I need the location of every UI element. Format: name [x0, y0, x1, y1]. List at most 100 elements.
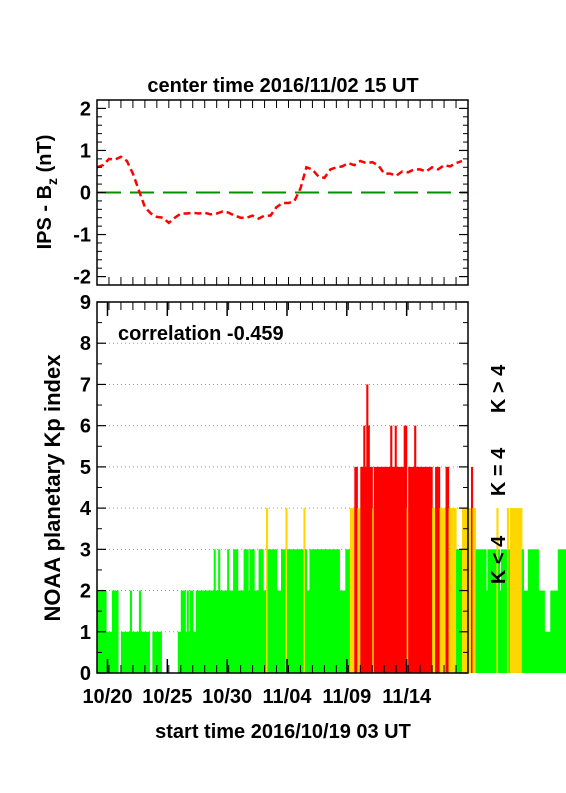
bottom-x-tick-label: 11/09 [322, 686, 371, 708]
kp-bar [330, 549, 333, 673]
kp-bar [315, 549, 318, 673]
kp-bar [539, 590, 542, 673]
kp-bar [542, 590, 545, 673]
kp-bar [563, 549, 566, 673]
kp-bar [186, 590, 189, 673]
kp-bar [224, 590, 227, 673]
kp-bar [358, 508, 361, 673]
kp-bar [318, 549, 321, 673]
kp-bar [411, 466, 414, 673]
kp-bar [493, 549, 496, 673]
kp-bar [544, 631, 547, 673]
bottom-x-axis-label: start time 2016/10/19 03 UT [155, 721, 411, 743]
kp-bar [288, 549, 291, 673]
kp-bar [279, 590, 282, 673]
kp-bar [307, 590, 311, 673]
kp-bar [381, 466, 384, 673]
legend-high: K > 4 [488, 364, 510, 413]
kp-bar [488, 549, 492, 673]
bottom-y-tick-label: 1 [80, 622, 91, 644]
kp-bar [113, 590, 116, 673]
kp-bar [451, 508, 454, 673]
kp-bar [237, 590, 240, 673]
kp-bar [502, 549, 505, 673]
bottom-y-tick-label: 8 [80, 333, 91, 355]
kp-bar [532, 549, 535, 673]
kp-bar [560, 549, 563, 673]
kp-bar [207, 590, 210, 673]
kp-bar [447, 466, 450, 673]
bottom-y-tick-label: 9 [80, 292, 91, 314]
kp-bar [200, 590, 203, 673]
kp-bar [393, 466, 396, 673]
kp-bar [116, 590, 119, 673]
kp-bar [337, 549, 340, 673]
kp-bar [348, 549, 351, 673]
kp-bar [210, 590, 213, 673]
kp-bar [450, 508, 453, 673]
kp-bar [475, 549, 478, 673]
kp-bar [159, 631, 162, 673]
kp-bar [343, 590, 346, 673]
top-y-tick-label: -2 [73, 267, 91, 289]
kp-bar [352, 508, 355, 673]
kp-bar [426, 466, 429, 673]
kp-bar [427, 466, 430, 673]
kp-bar [192, 631, 195, 673]
kp-bar [541, 590, 544, 673]
kp-bar [345, 549, 348, 673]
kp-bar [538, 590, 541, 673]
kp-bar [417, 466, 420, 673]
kp-bar [556, 590, 559, 673]
kp-bar [324, 549, 327, 673]
bottom-x-tick-label: 11/04 [263, 686, 313, 708]
kp-bar [403, 425, 406, 673]
kp-bar [456, 549, 459, 673]
kp-bar [367, 425, 370, 673]
kp-bar [472, 508, 475, 673]
kp-bar [479, 549, 483, 673]
kp-bar [357, 508, 360, 673]
kp-bar [144, 631, 147, 673]
kp-bar [203, 590, 206, 673]
kp-bar [313, 549, 317, 673]
legend-mid: K = 4 [488, 447, 510, 496]
kp-bar [108, 631, 112, 673]
kp-bar [278, 590, 281, 673]
kp-bar [294, 549, 297, 673]
kp-bar [400, 466, 403, 673]
kp-bar [146, 631, 149, 673]
kp-bar [188, 631, 191, 673]
kp-bar [391, 466, 394, 673]
kp-bar [120, 631, 124, 673]
bottom-y-tick-label: 5 [80, 457, 91, 479]
kp-bar [267, 549, 270, 673]
kp-bar [421, 466, 424, 673]
kp-bar [485, 590, 489, 673]
kp-bar [135, 631, 138, 673]
kp-bar [423, 466, 426, 673]
kp-bar [248, 590, 251, 673]
kp-bar [182, 590, 185, 673]
kp-bar [292, 549, 296, 673]
kp-bar [228, 590, 231, 673]
kp-bar [499, 590, 502, 673]
kp-bar [369, 466, 372, 673]
kp-bar [521, 549, 524, 673]
kp-bar [439, 508, 442, 673]
kp-bar [197, 590, 200, 673]
bottom-y-tick-label: 2 [80, 581, 91, 603]
kp-bar [128, 631, 131, 673]
kp-bar [559, 549, 562, 673]
kp-bar [505, 549, 508, 673]
kp-bar [276, 590, 279, 673]
kp-bar [482, 549, 486, 673]
kp-bar [243, 549, 246, 673]
kp-bar [194, 631, 197, 673]
kp-bar [349, 508, 352, 673]
bottom-y-tick-label: 0 [80, 663, 91, 685]
kp-bar [143, 631, 146, 673]
kp-bar [420, 466, 423, 673]
kp-bar [140, 631, 143, 673]
